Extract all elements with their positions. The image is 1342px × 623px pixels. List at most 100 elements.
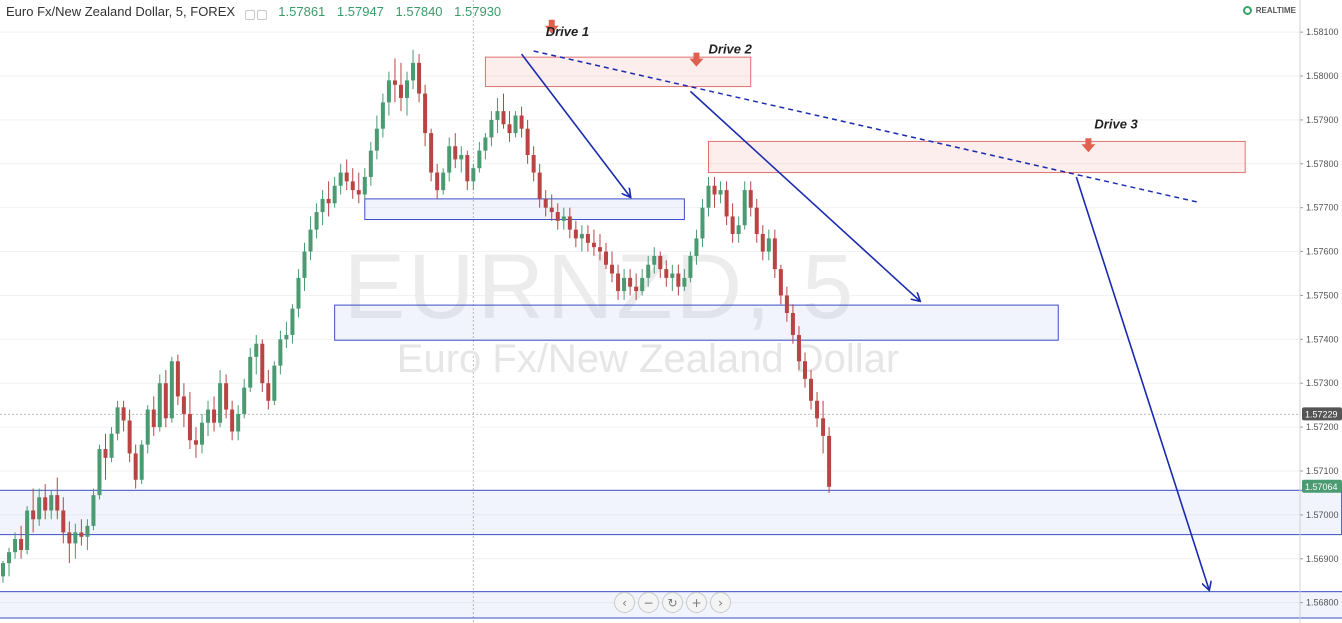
candle: [242, 378, 247, 419]
candle: [31, 488, 36, 533]
candle: [25, 506, 30, 555]
candle-body: [682, 277, 687, 287]
candle-body: [821, 418, 826, 436]
candle: [187, 391, 192, 450]
y-tick-label: 1.56900: [1306, 554, 1339, 564]
candle: [218, 370, 223, 428]
candle: [338, 163, 343, 195]
candle-body: [380, 102, 385, 129]
candle: [206, 400, 211, 436]
candle-body: [441, 172, 446, 191]
candle-body: [561, 216, 566, 221]
candle-body: [604, 251, 608, 265]
candle: [417, 54, 422, 103]
y-tick-label: 1.57500: [1306, 290, 1339, 300]
candle-body: [133, 453, 138, 480]
y-tick-label: 1.57200: [1306, 422, 1339, 432]
candles-layer: [1, 49, 832, 583]
header-toggle-icons[interactable]: [244, 8, 267, 20]
y-tick-label: 1.57100: [1306, 466, 1339, 476]
candle-body: [224, 383, 229, 410]
candle-body: [616, 273, 621, 292]
candle-body: [242, 387, 247, 414]
candle-body: [718, 190, 723, 195]
candle-body: [85, 525, 90, 537]
candle-body: [115, 407, 120, 434]
demand-zone: [364, 198, 685, 221]
candle: [519, 106, 524, 138]
candle-body: [169, 361, 174, 419]
candle: [501, 93, 506, 129]
scroll-right-icon[interactable]: ›: [710, 592, 731, 613]
candle-body: [121, 407, 126, 421]
candle-body: [531, 155, 536, 173]
candle: [676, 264, 681, 296]
candle: [85, 519, 90, 550]
candle: [127, 409, 132, 463]
candle-body: [688, 255, 693, 278]
realtime-indicator: REALTIME: [1242, 6, 1296, 16]
candle: [634, 273, 639, 300]
candle: [802, 352, 807, 388]
candle-body: [549, 207, 554, 213]
candle-body: [477, 150, 482, 169]
candle: [163, 370, 168, 428]
price-tag-label: 1.57229: [1305, 409, 1338, 419]
y-tick-label: 1.57000: [1306, 510, 1339, 520]
candle: [175, 354, 180, 406]
candle: [652, 247, 657, 274]
candle: [489, 111, 494, 147]
candle-body: [664, 269, 669, 278]
candle-body: [585, 234, 590, 243]
candle: [435, 163, 440, 199]
candle: [157, 374, 162, 432]
candle-body: [827, 435, 832, 487]
candle: [730, 203, 735, 243]
candle: [55, 477, 60, 520]
y-tick-label: 1.57800: [1306, 159, 1339, 169]
drive-arrow: [520, 53, 631, 197]
candle: [537, 163, 542, 208]
candle: [332, 176, 337, 208]
candle: [43, 484, 48, 520]
candle-body: [157, 383, 162, 428]
drive-arrow: [1075, 176, 1209, 590]
zoom-out-icon[interactable]: −: [638, 592, 659, 613]
candle: [19, 525, 24, 559]
candle: [706, 176, 711, 217]
candle-body: [634, 286, 639, 292]
candle: [821, 400, 826, 454]
candle-body: [163, 383, 168, 419]
candle-body: [670, 273, 675, 278]
candle-body: [91, 495, 96, 526]
zoom-in-icon[interactable]: +: [686, 592, 707, 613]
y-tick-label: 1.57900: [1306, 115, 1339, 125]
candle: [700, 198, 705, 248]
candle-body: [772, 238, 777, 270]
candle-body: [790, 313, 795, 335]
candle-body: [453, 146, 458, 160]
candle-body: [543, 198, 548, 208]
candle: [109, 427, 114, 463]
candle: [386, 71, 391, 116]
candle: [622, 269, 627, 300]
candle: [326, 181, 331, 217]
candle-body: [175, 361, 180, 397]
candle: [151, 396, 156, 436]
candle: [169, 356, 174, 423]
candle: [91, 488, 96, 531]
scroll-left-icon[interactable]: ‹: [614, 592, 635, 613]
candle: [585, 225, 590, 252]
candle: [718, 181, 723, 204]
demand-zone: [0, 489, 1342, 536]
candle: [658, 251, 663, 278]
reset-icon[interactable]: ↻: [662, 592, 683, 613]
candle-body: [724, 190, 729, 217]
candle-body: [513, 115, 518, 134]
candle: [278, 330, 283, 375]
candle-body: [573, 229, 578, 239]
candle-body: [628, 277, 633, 287]
candle-body: [145, 409, 150, 445]
candle-body: [567, 216, 572, 230]
